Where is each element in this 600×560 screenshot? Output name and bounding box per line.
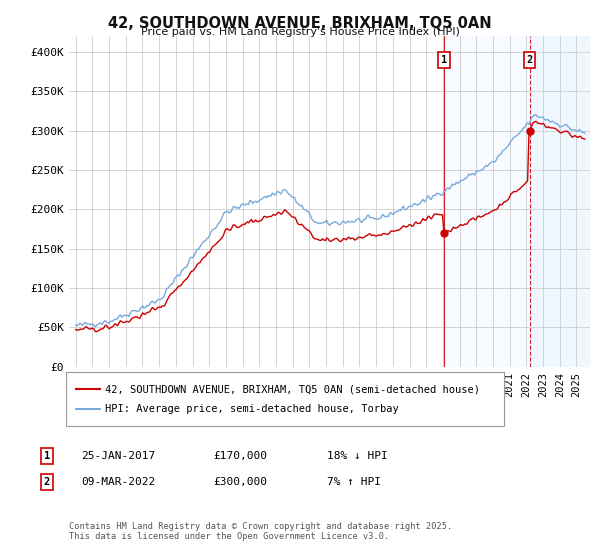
Text: 7% ↑ HPI: 7% ↑ HPI <box>327 477 381 487</box>
Text: 42, SOUTHDOWN AVENUE, BRIXHAM, TQ5 0AN (semi-detached house): 42, SOUTHDOWN AVENUE, BRIXHAM, TQ5 0AN (… <box>105 384 480 394</box>
Text: 42, SOUTHDOWN AVENUE, BRIXHAM, TQ5 0AN: 42, SOUTHDOWN AVENUE, BRIXHAM, TQ5 0AN <box>108 16 492 31</box>
Text: £300,000: £300,000 <box>213 477 267 487</box>
Text: Contains HM Land Registry data © Crown copyright and database right 2025.
This d: Contains HM Land Registry data © Crown c… <box>69 522 452 542</box>
Text: HPI: Average price, semi-detached house, Torbay: HPI: Average price, semi-detached house,… <box>105 404 399 414</box>
Text: Price paid vs. HM Land Registry's House Price Index (HPI): Price paid vs. HM Land Registry's House … <box>140 27 460 37</box>
Text: £170,000: £170,000 <box>213 451 267 461</box>
Text: 25-JAN-2017: 25-JAN-2017 <box>81 451 155 461</box>
Bar <box>444 36 530 367</box>
Text: 2: 2 <box>526 55 533 65</box>
Text: 1: 1 <box>44 451 50 461</box>
Text: 1: 1 <box>441 55 447 65</box>
Text: 18% ↓ HPI: 18% ↓ HPI <box>327 451 388 461</box>
Text: 2: 2 <box>44 477 50 487</box>
Text: 09-MAR-2022: 09-MAR-2022 <box>81 477 155 487</box>
Bar <box>530 36 590 367</box>
